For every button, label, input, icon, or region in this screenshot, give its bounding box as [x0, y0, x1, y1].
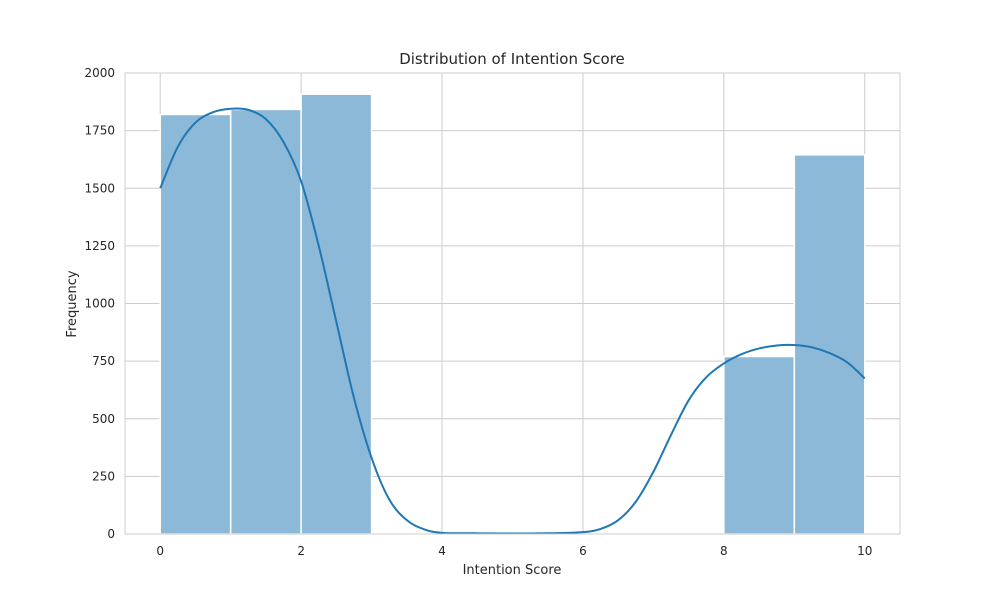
y-tick-label: 250: [92, 469, 115, 483]
y-tick-label: 500: [92, 412, 115, 426]
y-tick-label: 1500: [84, 181, 115, 195]
y-tick-label: 0: [107, 527, 115, 541]
y-axis-label: Frequency: [65, 270, 80, 337]
histogram-bar: [723, 355, 796, 535]
x-tick-label: 8: [720, 544, 728, 558]
histogram-bar: [229, 108, 302, 535]
x-tick-label: 6: [579, 544, 587, 558]
x-tick-label: 2: [297, 544, 305, 558]
bar-layer: [159, 93, 866, 535]
x-tick-label: 10: [857, 544, 872, 558]
histogram-bar: [793, 154, 866, 535]
y-tick-label: 2000: [84, 66, 115, 80]
x-tick-label: 4: [438, 544, 446, 558]
y-tick-label: 1000: [84, 297, 115, 311]
histogram-bar: [300, 93, 373, 535]
x-axis-label: Intention Score: [463, 563, 562, 578]
chart-title: Distribution of Intention Score: [399, 50, 625, 68]
histogram-bar: [159, 113, 232, 535]
y-tick-label: 750: [92, 354, 115, 368]
y-tick-label: 1750: [84, 124, 115, 138]
plot-frame: [124, 72, 901, 535]
y-tick-label: 1250: [84, 239, 115, 253]
x-tick-label: 0: [156, 544, 164, 558]
tick-layer: 0 2 4 6 8 10 0 250 500 750 1000 1250 1500 1750 2000: [84, 66, 872, 558]
